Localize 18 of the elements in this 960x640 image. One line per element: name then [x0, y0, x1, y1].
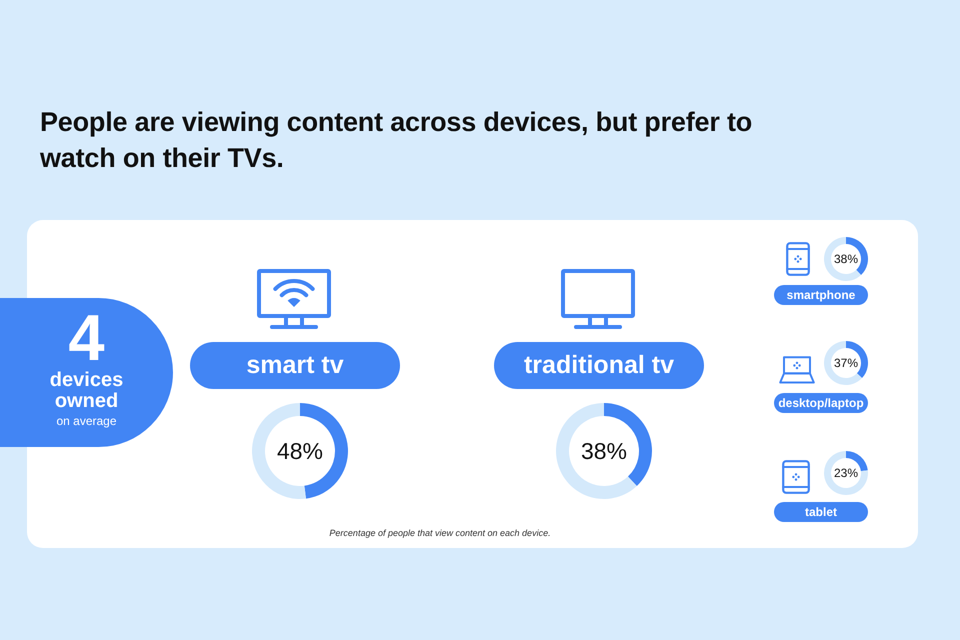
text: tablet — [774, 502, 868, 522]
donut-slice — [824, 451, 868, 495]
text: People are viewing content across devices, but prefer to watch on their TVs. — [40, 106, 754, 175]
text: on average — [55, 414, 118, 428]
donut-slice — [556, 403, 637, 499]
text: desktop/laptop — [774, 393, 868, 413]
text: 38% — [580, 438, 628, 464]
donut-slice — [824, 237, 862, 281]
text: 38% — [832, 252, 860, 266]
chart-title: traditional tv — [494, 342, 704, 389]
text: smartphone — [774, 285, 868, 305]
text: 23% — [832, 466, 860, 480]
chart-title: smart tv — [190, 342, 400, 389]
text: Percentage of people that view content on each device. — [328, 527, 552, 539]
text: 37% — [832, 356, 860, 370]
text: devices owned — [48, 369, 124, 412]
text: 48% — [276, 438, 324, 464]
donut-slice — [824, 341, 862, 385]
